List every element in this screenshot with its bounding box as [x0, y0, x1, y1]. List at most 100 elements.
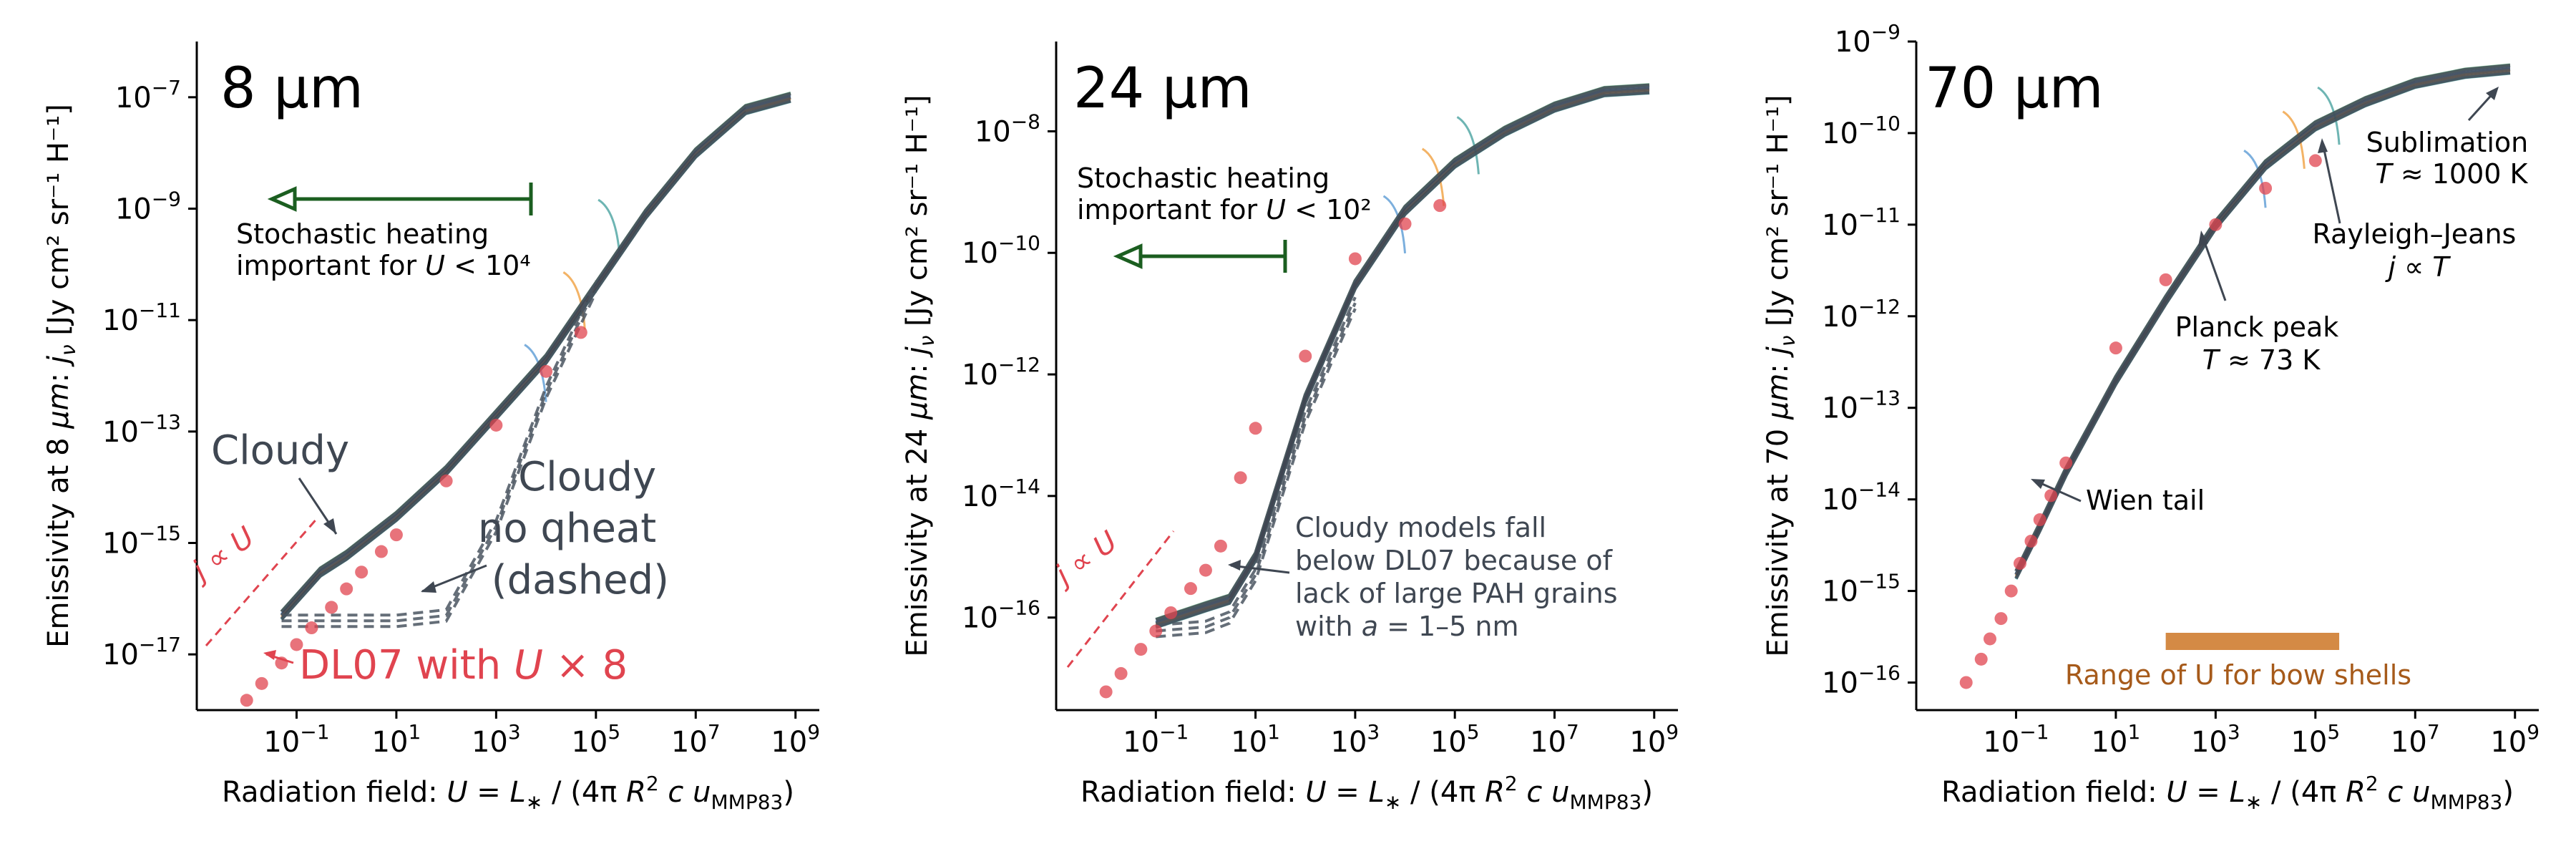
dl07-label: DL07 with U × 8	[299, 642, 628, 689]
dl07-point	[355, 566, 369, 579]
sublimation-label: Sublimation T ≈ 1000 K	[2366, 127, 2537, 190]
j-prop-u-label: j ∝ U	[184, 520, 260, 589]
cloudy-curve	[280, 92, 791, 613]
dl07-point	[2308, 154, 2322, 168]
model-tail	[2317, 86, 2341, 145]
bow-shell-range-label: Range of U for bow shells	[2065, 659, 2411, 691]
cloudy-curve	[1155, 90, 1650, 629]
dl07-point	[2044, 489, 2058, 503]
planck-peak-pointer	[2201, 236, 2227, 301]
dl07-point	[1249, 422, 1262, 435]
dl07-point	[1983, 632, 1996, 646]
cloudy-curve	[1155, 87, 1650, 626]
panel-title: 8 µm	[220, 57, 364, 121]
y-tick-label: 10−16	[1822, 661, 1901, 699]
cloudy-no-qheat-curve	[281, 291, 597, 629]
dl07-point	[2033, 513, 2046, 527]
dl07-point	[240, 694, 253, 707]
dl07-point	[2059, 456, 2073, 470]
cloudy-note-pointer-head	[1228, 560, 1241, 571]
dl07-point	[1164, 606, 1178, 619]
y-ticks: 10−16 10−14 10−12 10−10 10−8	[962, 110, 1056, 635]
x-tick-label: 109	[2490, 720, 2540, 759]
model-tail	[1421, 147, 1445, 206]
cloudy-no-qheat-curve	[281, 280, 597, 617]
y-axis-label: Emissivity at 70 µm: jν [Jy cm² sr⁻¹ H⁻¹…	[1762, 94, 1800, 656]
y-tick-label: 10−10	[1822, 112, 1901, 150]
x-axis-label: Radiation field: U = L∗ / (4π R2 c uMMP8…	[1080, 772, 1653, 814]
y-tick-label: 10−8	[975, 110, 1040, 148]
x-tick-label: 101	[1231, 720, 1280, 759]
dl07-point	[290, 638, 303, 651]
planck-peak-pointer-head	[2198, 230, 2208, 246]
x-tick-label: 105	[1430, 720, 1480, 759]
dl07-point	[1184, 582, 1197, 596]
panel-title: 24 µm	[1073, 57, 1252, 121]
y-tick-label: 10−15	[102, 522, 181, 560]
bow-shell-range-bar	[2165, 633, 2340, 650]
dl07-point	[1149, 624, 1163, 638]
wien-tail-pointer	[2035, 480, 2082, 503]
stochastic-heating-label: Stochastic heating important for U < 10²	[1077, 162, 1372, 225]
dl07-point	[1099, 685, 1113, 699]
cloudy-no-qheat-curve	[1156, 308, 1357, 639]
dl07-point	[1214, 539, 1227, 553]
x-tick-label: 10−1	[263, 720, 329, 759]
dl07-point	[389, 528, 403, 542]
x-tick-label: 103	[472, 720, 521, 759]
x-tick-label: 109	[771, 720, 820, 759]
plot-layer-8um	[240, 91, 791, 707]
wien-tail-pointer-head	[2031, 479, 2045, 489]
dl07-pointer-head	[263, 650, 276, 660]
y-tick-label: 10−17	[102, 633, 181, 671]
dl07-point	[1433, 199, 1447, 213]
y-tick-label: 10−14	[962, 475, 1040, 513]
y-tick-label: 10−16	[962, 596, 1040, 635]
cloudy-pointer-head	[323, 518, 336, 534]
y-tick-label: 10−9	[1835, 20, 1901, 59]
dl07-point	[2209, 218, 2223, 231]
y-tick-label: 10−13	[102, 410, 181, 449]
cloudy-no-qheat-curve	[1156, 296, 1357, 627]
dl07-point	[540, 364, 553, 378]
x-tick-label: 101	[372, 720, 421, 759]
model-tail	[2282, 110, 2306, 169]
cloudy-no-qheat-curve	[281, 286, 597, 623]
panel-70um: 10−1 101 103 105 107 109 10−16 10−15 10−14 10−13…	[1762, 20, 2540, 814]
rayleigh-jeans-pointer	[2321, 142, 2341, 224]
rayleigh-jeans-pointer-head	[2318, 138, 2328, 153]
x-tick-label: 107	[1530, 720, 1579, 759]
stochastic-heating-arrow	[267, 183, 533, 215]
dl07-point	[1134, 643, 1148, 656]
panel-title: 70 µm	[1925, 57, 2104, 121]
dl07-point	[325, 601, 338, 614]
y-tick-label: 10−15	[1822, 570, 1901, 608]
j-prop-u-label: j ∝ U	[1047, 525, 1123, 593]
y-tick-label: 10−9	[115, 188, 181, 226]
x-tick-label: 101	[2092, 720, 2141, 759]
y-tick-label: 10−14	[1822, 478, 1901, 517]
x-ticks: 10−1 101 103 105 107 109	[1983, 710, 2540, 759]
panel-8um: 10−1 101 103 105 107 109 10−17 10−15 10−13 10−11…	[42, 42, 820, 814]
cloudy-no-qheat-curve	[1156, 302, 1357, 633]
dl07-point	[2004, 584, 2018, 598]
cloudy-curve	[280, 95, 791, 617]
dl07-point	[255, 676, 268, 690]
dl07-point	[2259, 181, 2273, 195]
y-axis-label: Emissivity at 8 µm: jν [Jy cm² sr⁻¹ H⁻¹]	[42, 104, 80, 648]
wien-tail-label: Wien tail	[2086, 485, 2205, 516]
dl07-point	[2024, 534, 2038, 548]
x-tick-label: 107	[671, 720, 721, 759]
x-axis-label: Radiation field: U = L∗ / (4π R2 c uMMP8…	[222, 772, 794, 814]
dl07-point	[2109, 341, 2122, 355]
dl07-point	[1994, 612, 2008, 626]
dl07-point	[305, 621, 318, 635]
dl07-point	[374, 545, 388, 558]
planck-peak-label: Planck peak T ≈ 73 K	[2175, 311, 2348, 376]
x-tick-label: 107	[2391, 720, 2440, 759]
model-tail	[1456, 116, 1480, 175]
x-tick-label: 105	[2290, 720, 2340, 759]
y-tick-label: 10−11	[1822, 203, 1901, 242]
x-tick-label: 10−1	[1983, 720, 2049, 759]
cloudy-no-qheat-pointer-head	[421, 581, 436, 593]
